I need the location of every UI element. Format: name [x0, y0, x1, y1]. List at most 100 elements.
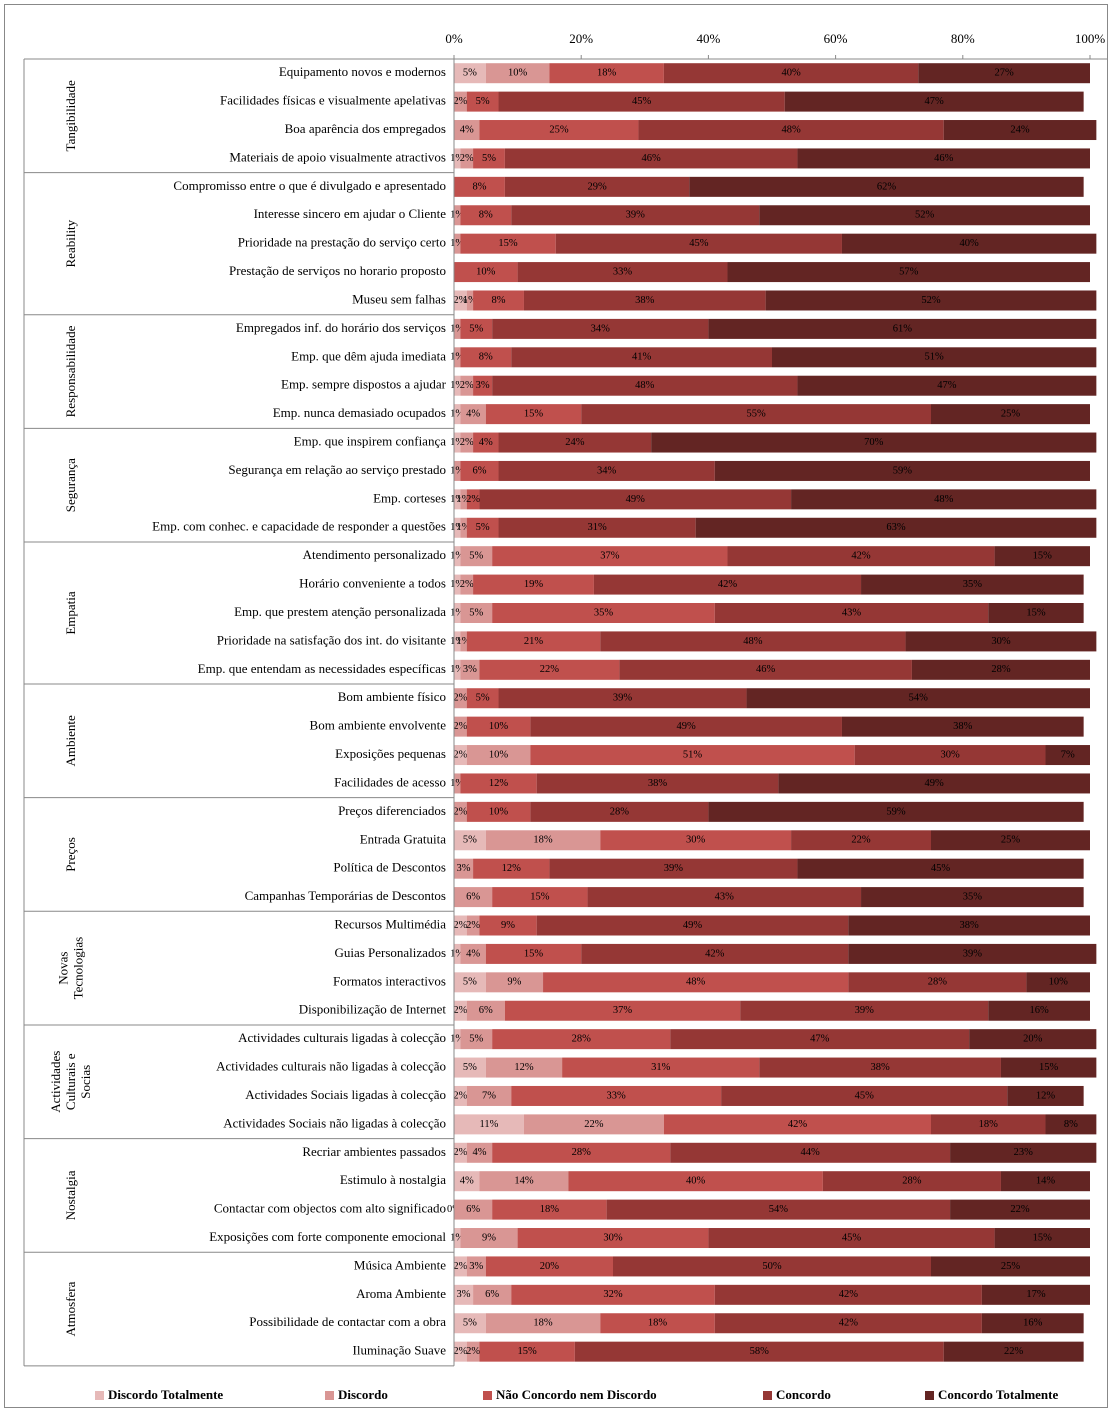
x-tick-label: 80%	[951, 31, 975, 46]
bar-segment	[460, 773, 537, 794]
data-label: 1%	[450, 380, 464, 391]
data-label: 7%	[1061, 749, 1075, 760]
bar-segment	[466, 1085, 512, 1106]
bar-segment	[466, 290, 474, 311]
bar-segment	[454, 972, 486, 993]
group-label: Empatia	[63, 591, 78, 635]
bar-segment	[466, 915, 480, 936]
data-label: 18%	[533, 1318, 553, 1329]
data-label: 48%	[686, 977, 706, 988]
data-label: 10%	[1049, 977, 1069, 988]
data-label: 51%	[683, 749, 703, 760]
category-label: Preços diferenciados	[338, 803, 446, 818]
data-label: 23%	[1014, 1147, 1034, 1158]
bar-segment	[466, 91, 499, 112]
category-label: Actividades culturais ligadas à colecção	[238, 1030, 446, 1045]
bar-segment	[454, 1171, 480, 1192]
bar-segment	[454, 745, 467, 766]
data-label: 32%	[603, 1289, 623, 1300]
bar-segment	[759, 205, 1090, 226]
bar-segment	[498, 517, 696, 538]
bar-segment	[460, 375, 474, 396]
data-label: 25%	[549, 124, 569, 135]
bar-segment	[473, 375, 493, 396]
bar-segment	[511, 1284, 715, 1305]
data-label: 29%	[587, 181, 607, 192]
category-label: Equipamento novos e modernos	[279, 64, 446, 79]
group-label: Novas	[55, 952, 70, 985]
data-label: 5%	[476, 693, 490, 704]
data-label: 20%	[1023, 1034, 1043, 1045]
legend-swatch	[925, 1391, 934, 1400]
bar-segment	[981, 1284, 1090, 1305]
data-label: 58%	[750, 1346, 770, 1357]
bar-segment	[727, 546, 995, 567]
bar-segment	[969, 1029, 1097, 1050]
data-label: 1%	[450, 352, 464, 363]
category-label: Exposições com forte componente emociona…	[209, 1229, 446, 1244]
bar-segment	[454, 1114, 524, 1135]
group-label: Reability	[63, 219, 78, 267]
group-label: Atmosfera	[63, 1281, 78, 1336]
bar-segment	[943, 1341, 1084, 1362]
bar-segment	[473, 290, 524, 311]
data-label: 5%	[463, 1062, 477, 1073]
data-label: 12%	[502, 863, 522, 874]
bar-segment	[460, 631, 467, 652]
bar-segment	[530, 801, 709, 822]
data-label: 2%	[453, 96, 467, 107]
data-label: 15%	[1026, 607, 1046, 618]
bar-segment	[511, 347, 772, 368]
data-label: 5%	[463, 1318, 477, 1329]
data-label: 4%	[472, 1147, 486, 1158]
data-label: 2%	[466, 1346, 480, 1357]
data-label: 15%	[524, 409, 544, 420]
bar-segment	[454, 460, 461, 481]
data-label: 62%	[877, 181, 897, 192]
data-label: 5%	[469, 323, 483, 334]
data-label: 2%	[453, 1090, 467, 1101]
data-label: 1%	[450, 465, 464, 476]
bar-segment	[473, 858, 550, 879]
bar-segment	[714, 460, 1090, 481]
bar-segment	[485, 1057, 563, 1078]
data-label: 12%	[514, 1062, 534, 1073]
bar-segment	[466, 1142, 493, 1163]
data-label: 14%	[1036, 1176, 1056, 1187]
bar-segment	[460, 943, 486, 964]
bar-segment	[1000, 1057, 1097, 1078]
data-label: 15%	[498, 238, 518, 249]
legend-label: Não Concordo nem Discordo	[496, 1387, 657, 1402]
data-label: 28%	[610, 806, 630, 817]
bar-segment	[473, 148, 505, 169]
category-label: Boa aparência dos empregados	[285, 121, 446, 136]
group-label: Actividades	[48, 1051, 63, 1113]
data-label: 1%	[450, 437, 464, 448]
bar-segment	[454, 205, 461, 226]
bar-segment	[587, 887, 862, 908]
data-label: 40%	[686, 1176, 706, 1187]
data-label: 22%	[1010, 1204, 1030, 1215]
bar-segment	[670, 1029, 970, 1050]
group-label: Preços	[63, 837, 78, 872]
bar-segment	[1000, 1171, 1090, 1192]
category-label: Actividades culturais não ligadas à cole…	[216, 1059, 446, 1074]
data-label: 18%	[648, 1318, 668, 1329]
data-label: 4%	[460, 124, 474, 135]
category-label: Emp. sempre dispostos a ajudar	[281, 377, 447, 392]
data-label: 21%	[524, 636, 544, 647]
data-label: 8%	[479, 352, 493, 363]
bar-segment	[613, 1256, 931, 1277]
bar-segment	[460, 432, 474, 453]
bar-segment	[778, 773, 1090, 794]
category-label: Emp. que dêm ajuda imediata	[291, 348, 446, 363]
bar-segment	[943, 120, 1097, 141]
bar-segment	[797, 375, 1097, 396]
data-label: 1%	[457, 522, 471, 533]
bar-segment	[994, 546, 1090, 567]
data-label: 49%	[677, 721, 697, 732]
data-label: 24%	[565, 437, 585, 448]
data-label: 1%	[450, 238, 464, 249]
bar-segment	[931, 404, 1090, 425]
bar-segment	[492, 887, 588, 908]
